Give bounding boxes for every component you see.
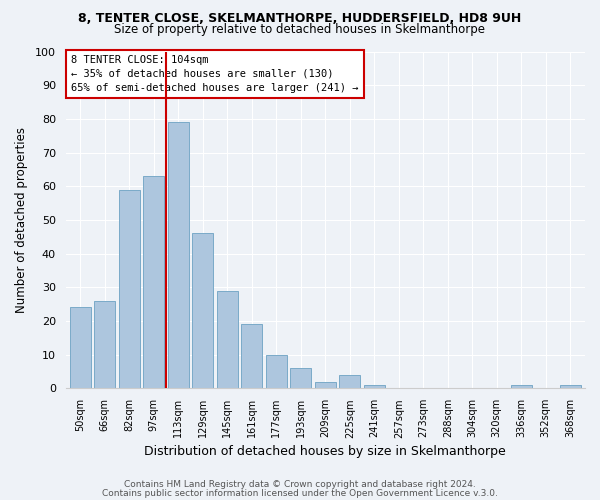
Bar bbox=[193, 234, 213, 388]
Bar bbox=[340, 375, 360, 388]
Bar bbox=[290, 368, 311, 388]
Bar bbox=[94, 301, 115, 388]
X-axis label: Distribution of detached houses by size in Skelmanthorpe: Distribution of detached houses by size … bbox=[145, 444, 506, 458]
Bar bbox=[266, 354, 287, 388]
Bar bbox=[241, 324, 262, 388]
Bar bbox=[511, 385, 532, 388]
Text: 8 TENTER CLOSE: 104sqm
← 35% of detached houses are smaller (130)
65% of semi-de: 8 TENTER CLOSE: 104sqm ← 35% of detached… bbox=[71, 55, 358, 93]
Text: Contains HM Land Registry data © Crown copyright and database right 2024.: Contains HM Land Registry data © Crown c… bbox=[124, 480, 476, 489]
Text: Contains public sector information licensed under the Open Government Licence v.: Contains public sector information licen… bbox=[102, 488, 498, 498]
Text: 8, TENTER CLOSE, SKELMANTHORPE, HUDDERSFIELD, HD8 9UH: 8, TENTER CLOSE, SKELMANTHORPE, HUDDERSF… bbox=[79, 12, 521, 26]
Bar bbox=[217, 290, 238, 388]
Bar bbox=[119, 190, 140, 388]
Bar bbox=[364, 385, 385, 388]
Text: Size of property relative to detached houses in Skelmanthorpe: Size of property relative to detached ho… bbox=[115, 22, 485, 36]
Bar bbox=[70, 308, 91, 388]
Y-axis label: Number of detached properties: Number of detached properties bbox=[15, 127, 28, 313]
Bar bbox=[560, 385, 581, 388]
Bar bbox=[143, 176, 164, 388]
Bar bbox=[315, 382, 336, 388]
Bar bbox=[168, 122, 189, 388]
